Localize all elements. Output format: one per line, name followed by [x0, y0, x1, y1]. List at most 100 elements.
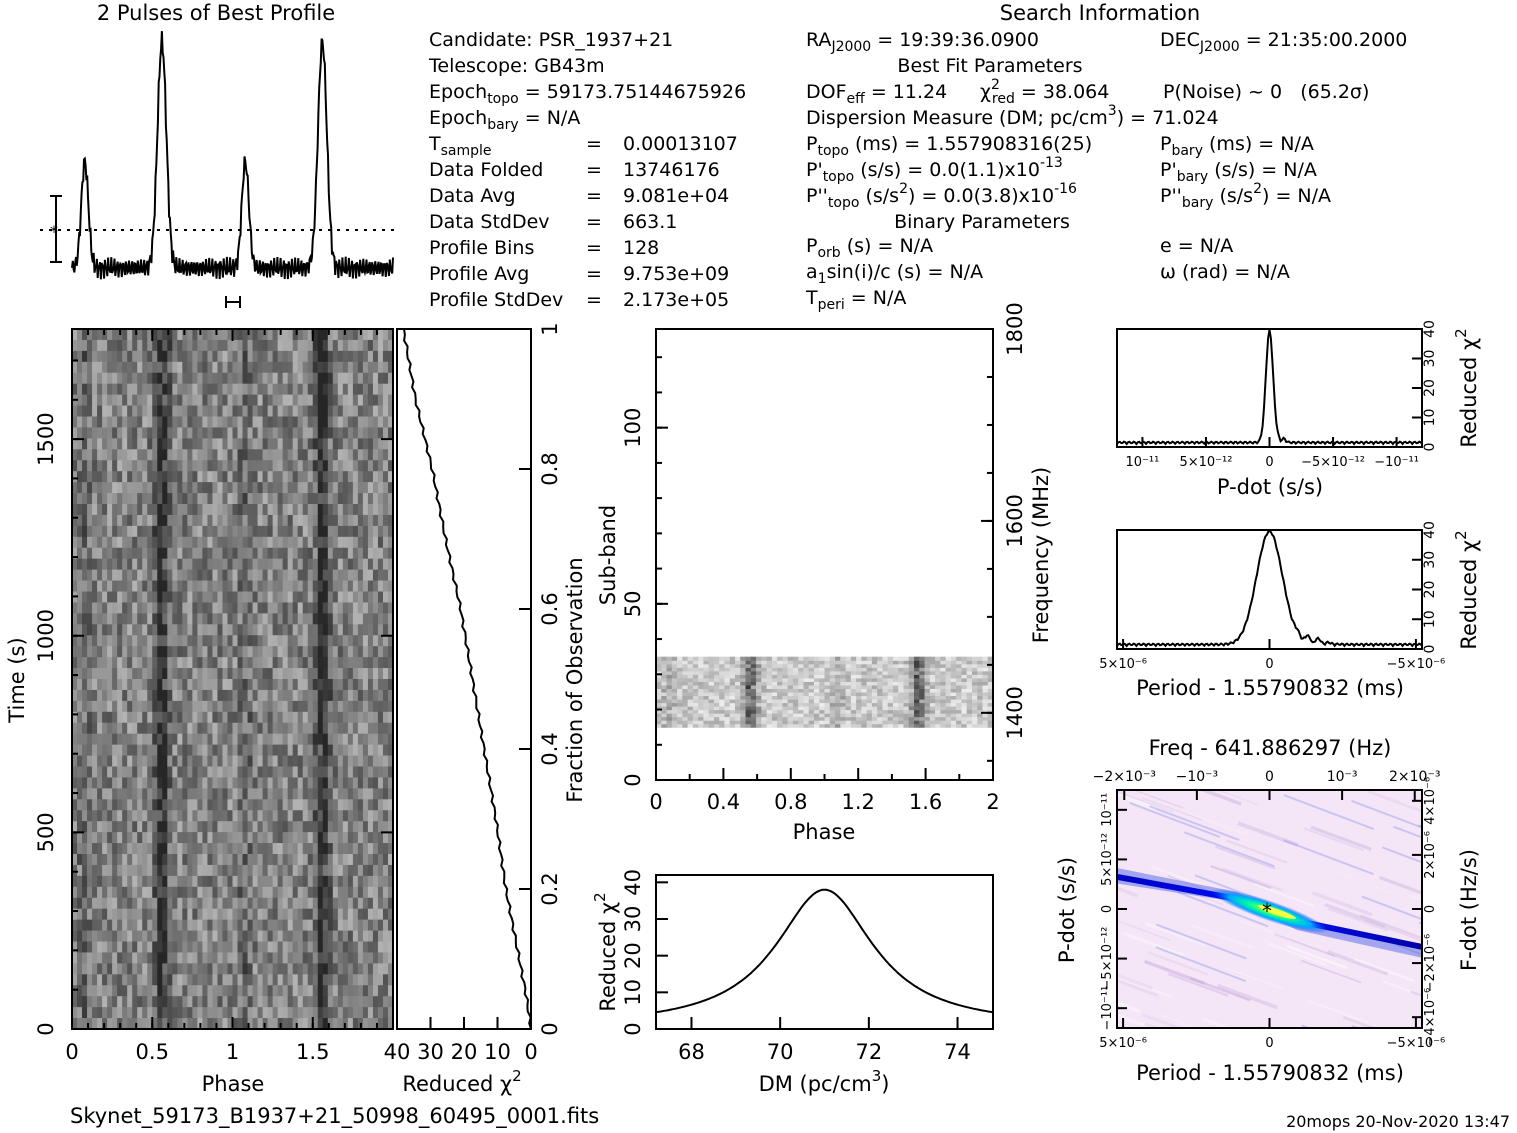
heatmap-cell: [302, 569, 309, 582]
heatmap-cell: [102, 733, 108, 746]
subband-cell: [950, 688, 957, 693]
heatmap-cell: [127, 1018, 133, 1030]
heatmap-cell: [312, 329, 319, 341]
subband-cell: [903, 720, 910, 725]
heatmap-cell: [307, 438, 314, 450]
heatmap-cell: [272, 646, 279, 658]
subband-cell: [877, 691, 884, 697]
subband-cell: [877, 702, 884, 707]
heatmap-cell: [242, 679, 249, 691]
heatmap-cell: [127, 766, 133, 779]
heatmap-cell: [202, 547, 209, 560]
heatmap-cell: [137, 394, 143, 407]
heatmap-cell: [202, 985, 209, 997]
subband-cell: [766, 695, 773, 700]
subband-cell: [919, 691, 926, 697]
heatmap-cell: [182, 646, 188, 658]
heatmap-cell: [342, 657, 349, 669]
heatmap-cell: [327, 886, 334, 899]
heatmap-cell: [202, 460, 209, 472]
heatmap-cell: [282, 832, 289, 844]
heatmap-cell: [262, 416, 269, 429]
heatmap-cell: [112, 799, 118, 811]
heatmap-cell: [192, 821, 198, 833]
heatmap-cell: [132, 536, 138, 549]
heatmap-cell: [312, 547, 319, 560]
heatmap-cell: [102, 700, 108, 713]
heatmap-cell: [277, 416, 284, 429]
heatmap-cell: [77, 394, 83, 407]
heatmap-cell: [142, 832, 148, 844]
subband-cell: [671, 691, 678, 697]
subband-cell: [692, 698, 699, 704]
heatmap-cell: [152, 996, 158, 1008]
heatmap-cell: [382, 963, 389, 975]
heatmap-cell: [92, 514, 98, 527]
heatmap-cell: [77, 919, 83, 932]
heatmap-cell: [307, 963, 314, 975]
heatmap-cell: [242, 766, 249, 779]
heatmap-cell: [382, 504, 389, 516]
heatmap-cell: [212, 624, 219, 636]
heatmap-cell: [197, 339, 204, 352]
heatmap-cell: [382, 810, 389, 822]
subband-cell: [777, 684, 783, 689]
heatmap-cell: [322, 919, 329, 932]
heatmap-cell: [187, 886, 193, 899]
subband-cell: [914, 706, 920, 711]
subband-cell: [740, 720, 747, 725]
heatmap-cell: [247, 482, 254, 494]
heatmap-cell: [242, 941, 249, 954]
heatmap-cell: [167, 372, 173, 385]
heatmap-cell: [307, 449, 314, 461]
heatmap-cell: [317, 755, 324, 768]
subband-cell: [924, 702, 931, 707]
heatmap-cell: [222, 875, 229, 888]
heatmap-cell: [112, 777, 118, 789]
heatmap-cell: [387, 591, 394, 604]
heatmap-cell: [312, 405, 319, 418]
subband-cell: [808, 698, 815, 704]
heatmap-cell: [97, 897, 103, 910]
heatmap-cell: [347, 525, 354, 538]
chi-tick-label: 30: [417, 1040, 444, 1064]
subband-cell: [966, 709, 973, 714]
heatmap-cell: [317, 635, 324, 647]
heatmap-cell: [132, 514, 138, 527]
subband-cell: [887, 688, 894, 693]
heatmap-cell: [282, 930, 289, 943]
heatmap-cell: [87, 755, 93, 768]
heatmap-cell: [207, 635, 214, 647]
heatmap-cell: [102, 536, 108, 549]
heatmap-cell: [212, 700, 219, 713]
heatmap-cell: [197, 372, 204, 385]
heatmap-cell: [247, 460, 254, 472]
subband-cell: [750, 723, 757, 728]
heatmap-cell: [192, 460, 198, 472]
heatmap-cell: [307, 668, 314, 680]
heatmap-cell: [292, 996, 299, 1008]
heatmap-cell: [82, 897, 88, 910]
heatmap-cell: [302, 405, 309, 418]
heatmap-cell: [212, 711, 219, 724]
heatmap-cell: [262, 843, 269, 855]
subband-cell: [792, 698, 799, 704]
heatmap-cell: [287, 405, 294, 418]
subband-cell: [661, 723, 668, 728]
heatmap-cell: [122, 657, 128, 669]
heatmap-cell: [267, 416, 274, 429]
heatmap-cell: [272, 449, 279, 461]
heatmap-cell: [232, 941, 239, 954]
heatmap-cell: [122, 536, 128, 549]
heatmap-cell: [72, 689, 78, 702]
subband-cell: [819, 688, 826, 693]
heatmap-cell: [217, 536, 224, 549]
heatmap-cell: [252, 536, 259, 549]
heatmap-cell: [337, 482, 344, 494]
heatmap-cell: [162, 788, 168, 800]
heatmap-cell: [227, 525, 234, 538]
heatmap-cell: [302, 963, 309, 975]
heatmap-cell: [177, 766, 183, 779]
heatmap-cell: [252, 810, 259, 822]
heatmap-cell: [77, 679, 83, 691]
